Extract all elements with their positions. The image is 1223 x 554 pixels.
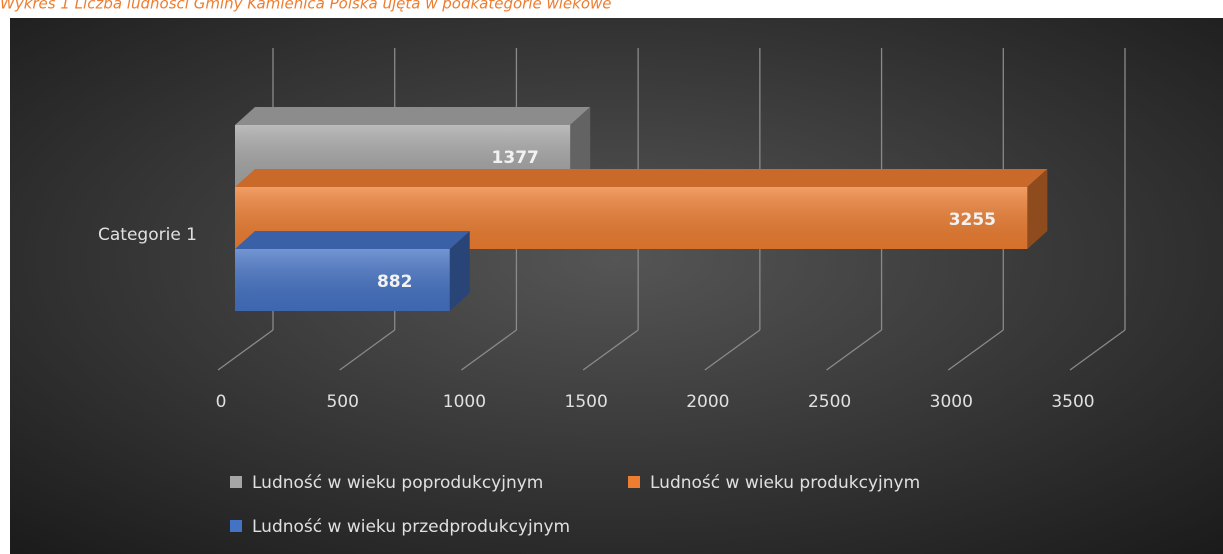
- bar-top: [235, 169, 1048, 187]
- legend-swatch: [230, 476, 242, 488]
- x-tick-label: 0: [216, 392, 227, 412]
- grid-line: [461, 329, 517, 371]
- bar-side: [570, 107, 591, 187]
- x-tick-label: 2500: [808, 392, 851, 412]
- grid-line: [704, 329, 761, 371]
- bar-side: [449, 231, 470, 311]
- legend-label: Ludność w wieku przedprodukcyjnym: [252, 517, 570, 537]
- bar-top: [235, 231, 470, 249]
- x-tick-label: 1000: [443, 392, 486, 412]
- x-tick-label: 2000: [686, 392, 729, 412]
- x-tick-label: 3500: [1051, 392, 1094, 412]
- grid-line: [826, 329, 882, 371]
- grid-line: [947, 329, 1004, 371]
- bar-shine: [235, 249, 450, 311]
- legend-label: Ludność w wieku poprodukcyjnym: [252, 473, 543, 493]
- data-label: 1377: [492, 148, 539, 168]
- bar-side: [1027, 169, 1048, 249]
- legend-swatch: [628, 476, 640, 488]
- legend-swatch: [230, 520, 242, 532]
- chart-background: [10, 18, 1223, 554]
- chart-title: Wykres 1 Liczba ludności Gminy Kamienica…: [0, 0, 612, 13]
- grid-line: [339, 329, 396, 371]
- x-tick-label: 500: [326, 392, 358, 412]
- grid-line: [217, 329, 274, 371]
- bar: [235, 231, 470, 311]
- x-tick-label: 1500: [565, 392, 608, 412]
- category-label: Categorie 1: [98, 225, 197, 245]
- data-label: 882: [377, 272, 413, 292]
- legend-label: Ludność w wieku produkcyjnym: [650, 473, 920, 493]
- grid-line: [1069, 329, 1126, 371]
- data-label: 3255: [949, 210, 996, 230]
- bar-top: [235, 107, 591, 125]
- x-tick-label: 3000: [930, 392, 973, 412]
- grid-line: [582, 329, 639, 371]
